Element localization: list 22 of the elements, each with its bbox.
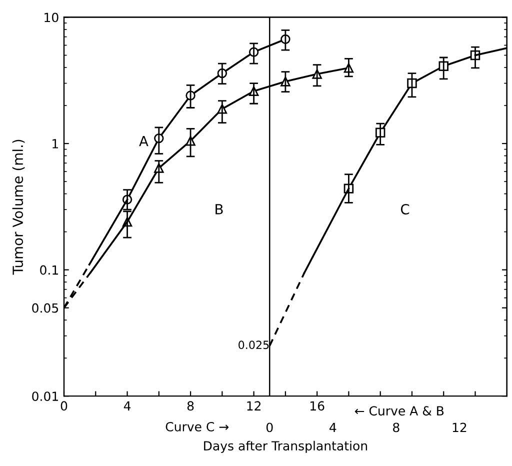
y-tick-label: 0.01 [32,392,58,402]
text: Curve C → [166,422,229,432]
annotation: C [400,204,410,214]
x-axis-title: Days after Transplantation [204,440,367,453]
y-tick-label: 1 [52,139,58,148]
y-axis-title: Tumor Volume (ml.) [12,140,25,275]
annotation: 0.025 [238,340,269,350]
text: ← Curve A & B [354,406,444,416]
y-tick-label: 0.1 [40,265,58,275]
x-tick-label: 12 [247,401,261,410]
x2-tick-label: 8 [393,422,400,432]
x-tick-label: 8 [187,401,194,411]
y-tick-label: 0.05 [32,303,58,313]
x-tick-label: 4 [124,401,131,410]
x-tick-label: 0 [60,401,68,411]
annotation: A [139,136,148,146]
y-tick-label: 10 [44,12,58,22]
x2-tick-label: 4 [330,422,336,432]
x-tick-label: 16 [310,401,324,411]
x2-tick-label: 12 [452,422,466,432]
annotation: B [216,204,223,214]
x2-tick-label: 0 [266,422,273,432]
